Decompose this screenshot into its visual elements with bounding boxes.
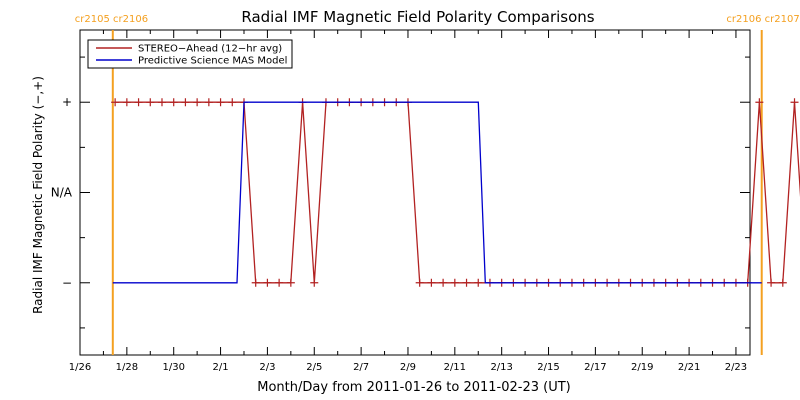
stereo-ahead-point [790, 98, 799, 107]
stereo-ahead-point [755, 98, 764, 107]
stereo-ahead-point [439, 278, 448, 287]
legend: STEREO−Ahead (12−hr avg) Predictive Scie… [87, 39, 293, 69]
stereo-ahead-point [275, 278, 284, 287]
x-tick-label: 2/17 [584, 362, 606, 373]
carrington-label: cr2106 cr2107 [726, 14, 799, 25]
y-tick-label: N/A [51, 186, 73, 200]
chart-title: Radial IMF Magnetic Field Polarity Compa… [241, 8, 594, 26]
stereo-ahead-point [216, 98, 225, 107]
stereo-ahead-point [767, 278, 776, 287]
stereo-ahead-point [251, 278, 260, 287]
x-tick-label: 2/11 [444, 362, 466, 373]
x-tick-label: 2/9 [400, 362, 416, 373]
stereo-ahead-point [204, 98, 213, 107]
plot-frame [79, 29, 751, 356]
stereo-ahead-point [228, 98, 237, 107]
x-tick-label: 2/19 [631, 362, 653, 373]
stereo-ahead-point [450, 278, 459, 287]
stereo-ahead-point [146, 98, 155, 107]
x-tick-label: 2/23 [725, 362, 747, 373]
x-tick-label: 1/30 [162, 362, 184, 373]
stereo-ahead-point [462, 278, 471, 287]
x-tick-label: 2/1 [213, 362, 229, 373]
legend-label-stereo: STEREO−Ahead (12−hr avg) [138, 44, 282, 55]
stereo-ahead-point [474, 278, 483, 287]
data-series [111, 98, 800, 287]
stereo-ahead-point [193, 98, 202, 107]
carrington-label: cr2105 cr2106 [75, 14, 148, 25]
x-tick-label: 1/28 [116, 362, 138, 373]
stereo-ahead-point [263, 278, 272, 287]
legend-box [87, 39, 293, 69]
stereo-ahead-point [181, 98, 190, 107]
x-tick-label: 1/26 [69, 362, 91, 373]
carrington-markers: cr2105 cr2106 cr2106 cr2107 [75, 14, 800, 355]
stereo-ahead-point [427, 278, 436, 287]
stereo-ahead-point [122, 98, 131, 107]
x-tick-label: 2/7 [353, 362, 369, 373]
stereo-ahead-point [111, 98, 120, 107]
x-tick-label: 2/3 [259, 362, 275, 373]
legend-label-mas: Predictive Science MAS Model [138, 56, 287, 67]
x-tick-label: 2/5 [306, 362, 322, 373]
stereo-ahead-point [169, 98, 178, 107]
y-tick-label: − [62, 276, 72, 290]
stereo-ahead-point [134, 98, 143, 107]
x-tick-label: 2/13 [490, 362, 512, 373]
y-tick-label: + [62, 95, 72, 109]
stereo-ahead-point [415, 278, 424, 287]
stereo-ahead-point [286, 278, 295, 287]
stereo-ahead-point [310, 278, 319, 287]
x-axis-label: Month/Day from 2011-01-26 to 2011-02-23 … [257, 380, 570, 395]
x-tick-label: 2/15 [537, 362, 559, 373]
stereo-ahead-point [157, 98, 166, 107]
y-axis-label: Radial IMF Magnetic Field Polarity (−,+) [31, 76, 45, 314]
mas-model-line [112, 101, 762, 284]
stereo-ahead-point [778, 278, 787, 287]
stereo-ahead-line [115, 101, 800, 284]
x-tick-label: 2/21 [678, 362, 700, 373]
axis-ticks: 1/26 1/28 1/30 2/1 2/3 2/5 2/7 2/9 2/11 2/13 2/15 2… [51, 30, 750, 373]
